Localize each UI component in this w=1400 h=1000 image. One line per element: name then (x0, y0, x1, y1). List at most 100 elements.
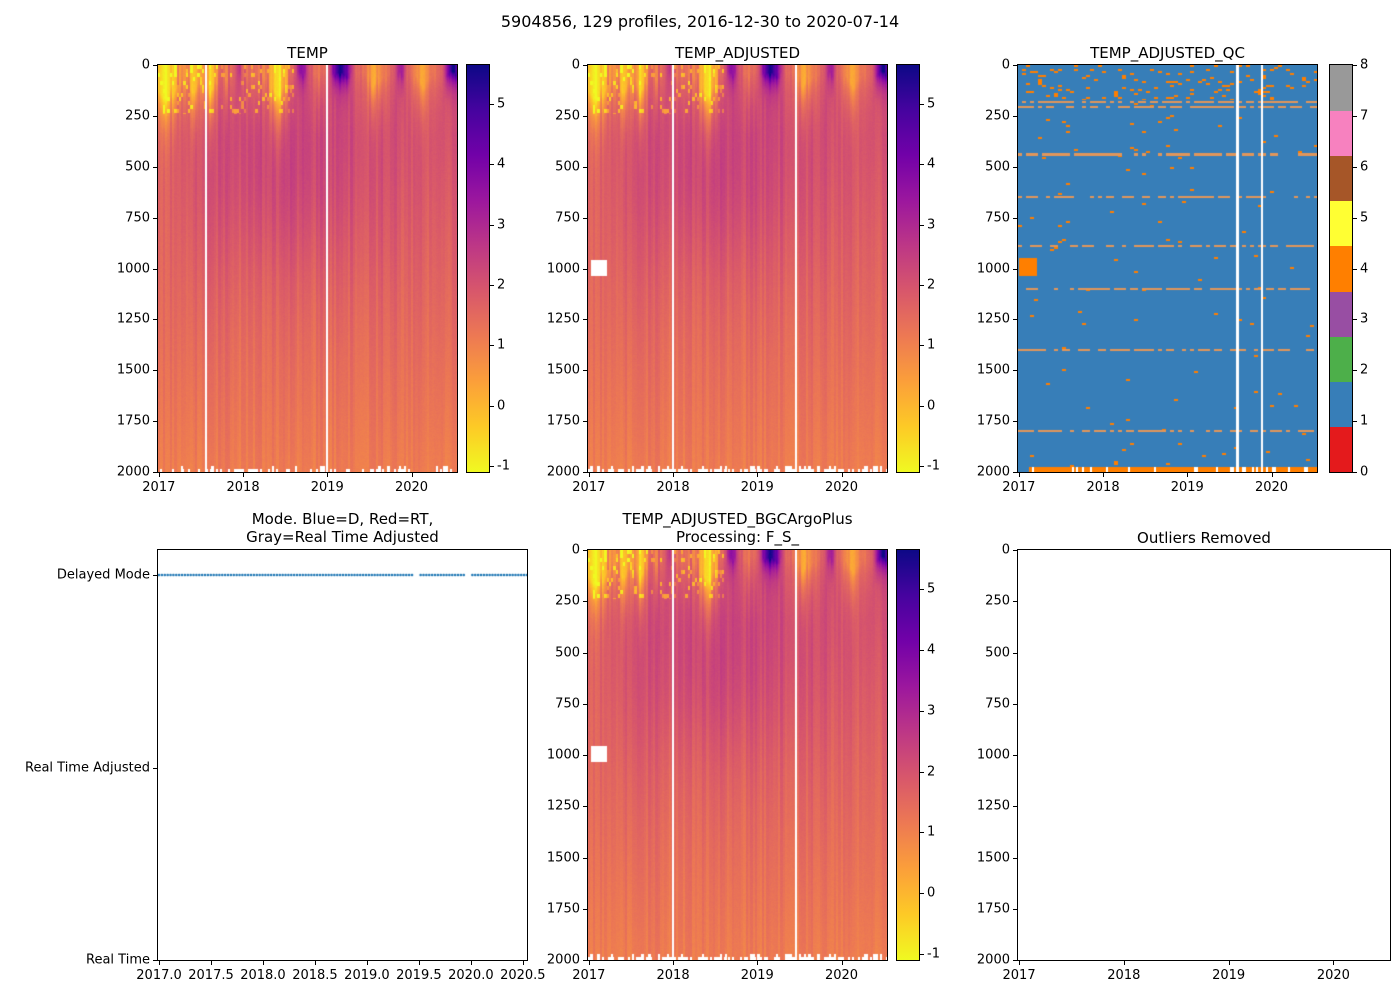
year-tick (841, 961, 843, 965)
colorbar-tick (1353, 472, 1357, 473)
year-tick (1018, 473, 1020, 477)
subplot-title-mode-line2: Gray=Real Time Adjusted (246, 528, 439, 546)
mode-y-tick (153, 960, 157, 961)
depth-tick (583, 908, 587, 910)
colorbar-tick-label: 3 (1360, 311, 1369, 327)
colorbar-tick-label: 4 (927, 642, 936, 658)
depth-tick (1013, 550, 1017, 551)
depth-tick (1013, 217, 1017, 219)
mode-x-tick (470, 961, 472, 965)
depth-tick (583, 601, 587, 603)
subplot-title-mode-line1: Mode. Blue=D, Red=RT, (251, 510, 434, 528)
depth-tick (1013, 370, 1017, 372)
colorbar-tick-label: 6 (1360, 159, 1369, 175)
colorbar-tick (490, 224, 494, 226)
colorbar-tick-label: 3 (497, 217, 506, 233)
colorbar-tick-label: 2 (1360, 362, 1369, 378)
depth-tick-label: 1250 (976, 311, 1010, 327)
year-tick (1228, 961, 1230, 965)
year-tick (1333, 961, 1335, 965)
colorbar-tick (1353, 65, 1357, 66)
depth-tick (1013, 166, 1017, 168)
year-tick-label: 2020 (824, 968, 859, 983)
subplot-title-bgc: TEMP_ADJUSTED_BGCArgoPlus Processing: F_… (622, 510, 852, 546)
colorbar-tick-label: 1 (927, 824, 936, 840)
year-tick (673, 961, 675, 965)
year-tick-label: 2017 (572, 968, 606, 983)
colorbar-tick-label: 0 (497, 398, 506, 414)
year-tick (757, 473, 759, 477)
colorbar-tick (490, 285, 494, 287)
depth-tick (153, 421, 157, 423)
year-tick-label: 2017 (142, 480, 176, 495)
depth-tick (153, 217, 157, 219)
mode-x-tick-label: 2017.5 (188, 968, 234, 983)
mode-x-tick (522, 961, 524, 965)
qc-colorbar-segment (1330, 426, 1352, 473)
axes-bgc (587, 549, 888, 961)
depth-tick-label: 1750 (976, 901, 1010, 917)
depth-tick-label: 0 (1001, 57, 1010, 73)
mode-x-tick-label: 2020.0 (448, 968, 494, 983)
depth-tick (1013, 652, 1017, 654)
year-tick-label: 2018 (226, 480, 260, 495)
depth-tick (1013, 755, 1017, 756)
axes-outliers-removed (1017, 549, 1391, 961)
depth-tick (583, 755, 587, 756)
depth-tick (1013, 472, 1017, 473)
colorbar-temp-adjusted (896, 64, 920, 473)
depth-tick (1013, 857, 1017, 859)
depth-tick-label: 250 (125, 108, 150, 124)
year-tick (158, 473, 160, 477)
depth-tick (583, 65, 587, 66)
depth-tick (1013, 908, 1017, 910)
depth-tick (153, 268, 157, 270)
colorbar-tick-label: 0 (927, 398, 936, 414)
depth-tick (1013, 319, 1017, 321)
depth-tick (153, 115, 157, 117)
colorbar-tick-label: 4 (927, 156, 936, 172)
depth-tick (583, 421, 587, 423)
colorbar-tick-label: 5 (497, 96, 506, 112)
colorbar-tick-label: 5 (927, 581, 936, 597)
colorbar-tick-label: 1 (1360, 413, 1369, 429)
colorbar-tick-label: 3 (927, 703, 936, 719)
colorbar-tick (490, 465, 494, 467)
depth-tick (583, 268, 587, 270)
colorbar-tick-label: 2 (497, 277, 506, 293)
depth-tick-label: 1000 (976, 261, 1010, 276)
depth-tick (153, 65, 157, 66)
depth-tick (153, 319, 157, 321)
depth-tick-label: 1000 (976, 747, 1010, 763)
colorbar-tick (1353, 217, 1357, 219)
colorbar-tick (920, 650, 924, 652)
colorbar-tick (920, 710, 924, 712)
colorbar-tick (920, 345, 924, 347)
depth-tick (153, 472, 157, 473)
year-tick (327, 473, 329, 477)
year-tick (673, 473, 675, 477)
year-tick-label: 2020 (1316, 968, 1350, 983)
colorbar-tick (1353, 421, 1357, 423)
figure-title: 5904856, 129 profiles, 2016-12-30 to 202… (500, 12, 900, 31)
depth-tick-label: 2000 (546, 952, 580, 968)
year-tick-label: 2018 (1086, 480, 1120, 495)
subplot-title-mode: Mode. Blue=D, Red=RT, Gray=Real Time Adj… (246, 510, 439, 546)
bgc-heatmap (588, 550, 887, 960)
temp-adjusted-heatmap (588, 65, 887, 472)
axes-mode (157, 549, 528, 961)
colorbar-tick (920, 405, 924, 407)
mode-x-tick-label: 2018.0 (240, 968, 286, 983)
colorbar-tick (920, 893, 924, 895)
year-tick-label: 2019 (310, 480, 344, 495)
depth-tick-label: 1500 (116, 362, 150, 378)
depth-tick (583, 472, 587, 473)
subplot-title-temp-adjusted-qc: TEMP_ADJUSTED_QC (1090, 44, 1245, 62)
qc-colorbar-segment (1330, 65, 1352, 111)
year-tick-label: 2019 (740, 968, 774, 983)
depth-tick-label: 1000 (116, 261, 150, 276)
mode-x-tick-label: 2019.5 (396, 968, 442, 983)
colorbar-tick (920, 104, 924, 106)
colorbar-tick-label: 4 (1360, 261, 1369, 276)
depth-tick (583, 370, 587, 372)
